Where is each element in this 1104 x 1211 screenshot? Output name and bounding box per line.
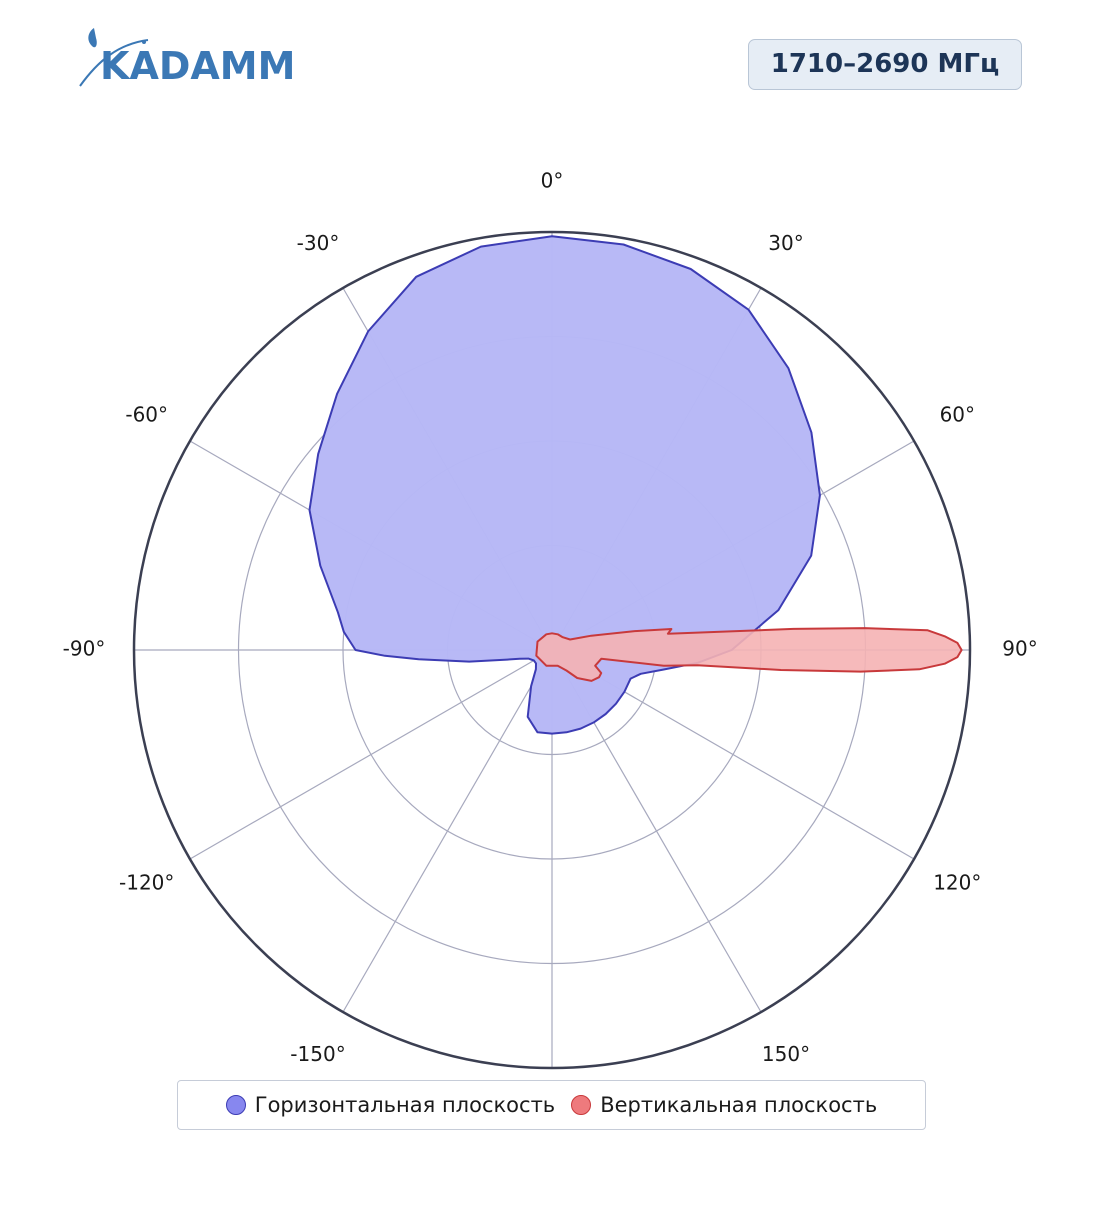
legend-swatch-vertical [571,1095,592,1115]
angle-label-9: -90° [63,637,106,661]
logo-wordmark: KADAMM [100,44,296,88]
series-layer [308,235,963,735]
angle-label-4: 120° [933,871,981,895]
legend-swatch-horizontal [225,1095,246,1115]
outer-ring-layer [132,230,972,1070]
angle-label-5: 150° [762,1042,810,1066]
angle-label-7: -150° [290,1042,345,1066]
legend-item-vertical[interactable]: Вертикальная плоскость [571,1093,877,1117]
angle-label-2: 60° [940,403,975,427]
angle-label-10: -60° [125,403,168,427]
angle-label-3: 90° [1002,637,1037,661]
logo-swoosh-icon [79,39,149,87]
legend-label-horizontal: Горизонтальная плоскость [254,1093,556,1117]
series-horizontal-area [308,235,821,735]
outer-ring [132,230,972,1070]
grid-spoke-7 [342,649,553,1013]
angle-label-11: -30° [297,231,340,255]
legend-label-vertical: Вертикальная плоскость [600,1093,878,1117]
angle-label-1: 30° [768,231,803,255]
chart-legend: Горизонтальная плоскость Вертикальная пл… [177,1080,926,1130]
frequency-badge: 1710–2690 МГц [748,39,1022,90]
company-logo [79,28,149,87]
angle-label-8: -120° [119,871,174,895]
grid-spoke-8 [189,649,553,860]
angular-tick-labels: 0° 30° 60° 90° 120° 150° -150° -120° -90° -60° -30… [63,169,1038,1066]
angle-label-0: 0° [541,169,564,193]
legend-item-horizontal[interactable]: Горизонтальная плоскость [225,1093,556,1117]
logo-drop-icon [88,28,97,48]
series-vertical-area [535,627,963,682]
